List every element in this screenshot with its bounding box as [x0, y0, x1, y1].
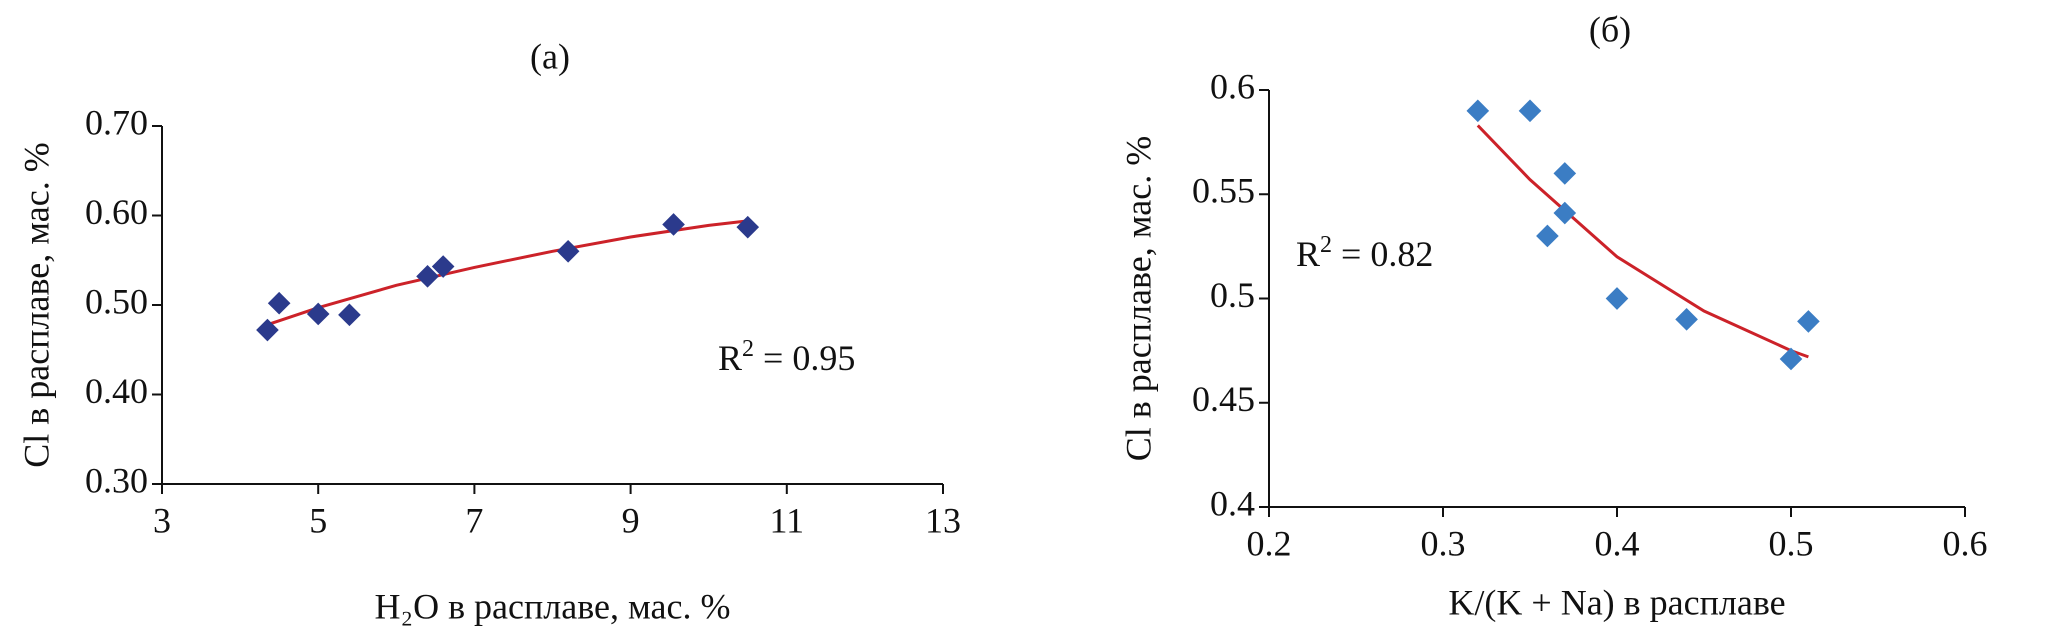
y-tick-label: 0.30 — [85, 460, 148, 500]
marker — [338, 303, 361, 327]
x-tick-label: 5 — [309, 500, 327, 540]
y-tick-label: 0.5 — [1210, 275, 1255, 315]
x-tick-label: 11 — [769, 500, 804, 540]
x-tick-label: 0.3 — [1421, 523, 1466, 563]
annotation-sup: 2 — [742, 336, 754, 362]
marker — [267, 291, 291, 315]
marker — [736, 215, 760, 239]
trendline — [1476, 124, 1809, 359]
annotation-sup: 2 — [1320, 232, 1332, 258]
y-tick-label: 0.70 — [85, 102, 148, 142]
x-tick-label: 0.6 — [1943, 523, 1988, 563]
annotation-base: R — [718, 338, 742, 378]
y-tick-label: 0.45 — [1192, 379, 1255, 419]
annotation-rest: = 0.95 — [754, 338, 855, 378]
annotation-base: R — [1296, 234, 1320, 274]
marker — [1675, 308, 1698, 331]
marker — [1466, 99, 1490, 123]
marker — [1605, 287, 1629, 310]
y-axis-label: Cl в расплаве, мас. % — [16, 142, 56, 467]
x-tick-label: 0.5 — [1769, 523, 1814, 563]
y-tick-label: 0.50 — [85, 281, 148, 321]
x-tick-label: 9 — [622, 500, 640, 540]
annotation: R2 = 0.82 — [1296, 232, 1433, 275]
marker — [416, 265, 439, 288]
x-axis-label: H₂O в расплаве, мас. % — [375, 586, 731, 626]
y-tick-label: 0.40 — [85, 371, 148, 411]
y-tick-label: 0.4 — [1210, 483, 1255, 523]
trendline — [266, 219, 748, 327]
y-tick-label: 0.55 — [1192, 171, 1255, 211]
marker — [1518, 99, 1542, 123]
chart-title: (а) — [530, 36, 570, 76]
chart: (а) 0.30 0.40 0.50 0.60 0.70 3 5 7 9 11 13 H₂O в рас… — [16, 36, 961, 626]
x-axis-label: K/(K + Na) в расплаве — [1448, 582, 1785, 622]
marker — [1553, 162, 1577, 185]
chart: (б) 0.4 0.45 0.5 0.55 0.6 0.2 0.3 0.4 0.5 0.6 K/(K … — [1118, 9, 1987, 622]
chart-title: (б) — [1589, 9, 1631, 49]
marker — [1797, 310, 1820, 333]
annotation: R2 = 0.95 — [718, 336, 855, 379]
x-tick-label: 13 — [925, 500, 961, 540]
marker — [556, 239, 580, 263]
y-tick-label: 0.6 — [1210, 66, 1255, 106]
y-axis-label: Cl в расплаве, мас. % — [1118, 136, 1158, 461]
marker — [306, 302, 330, 326]
annotation-rest: = 0.82 — [1332, 234, 1433, 274]
marker — [256, 318, 279, 342]
x-tick-label: 7 — [465, 500, 483, 540]
x-tick-label: 0.2 — [1247, 523, 1292, 563]
marker — [1779, 347, 1803, 371]
marker — [431, 255, 455, 278]
marker — [1536, 224, 1559, 248]
x-tick-label: 0.4 — [1595, 523, 1640, 563]
x-tick-label: 3 — [153, 500, 171, 540]
y-tick-label: 0.60 — [85, 192, 148, 232]
